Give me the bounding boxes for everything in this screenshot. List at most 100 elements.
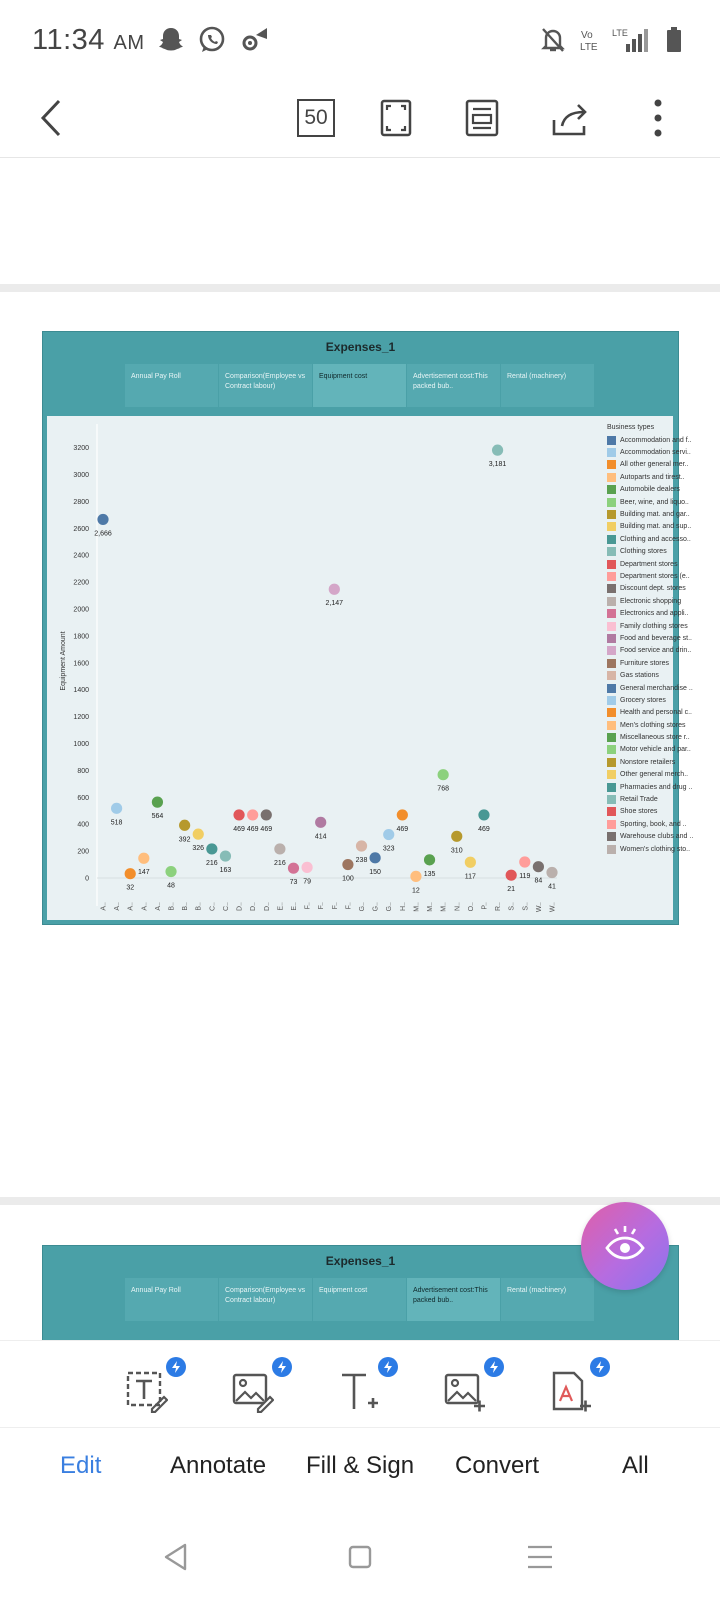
legend-item: General merchandise .. — [607, 682, 693, 694]
data-point — [165, 865, 177, 878]
data-label: 326 — [192, 845, 204, 852]
reader-mode-button[interactable] — [454, 90, 510, 146]
tab-all[interactable]: All — [622, 1452, 649, 1479]
ai-assistant-button[interactable] — [581, 1202, 669, 1290]
legend-item: Retail Trade — [607, 793, 693, 805]
dashboard-tab-comparison[interactable]: Comparison(Employee vs Contract labour) — [219, 364, 313, 407]
dashboard-tab-comparison[interactable]: Comparison(Employee vs Contract labour) — [219, 1278, 313, 1321]
y-tick-label: 0 — [85, 876, 89, 883]
edit-text-tool[interactable] — [124, 1357, 186, 1415]
more-button[interactable] — [630, 90, 686, 146]
y-tick-label: 800 — [77, 768, 89, 775]
legend-label: Beer, wine, and liquo.. — [620, 498, 689, 506]
y-axis-title: Equipment Amount — [60, 631, 67, 690]
dashboard-tab-rental[interactable]: Rental (machinery) — [501, 1278, 595, 1321]
y-tick-label: 1400 — [73, 687, 89, 694]
dashboard-page: Expenses_1 Annual Pay Roll Comparison(Em… — [42, 331, 693, 925]
legend-swatch — [607, 795, 616, 805]
svg-text:Vo: Vo — [581, 30, 593, 41]
data-point — [97, 513, 109, 526]
data-point — [396, 809, 408, 821]
x-tick-label: W.. — [550, 902, 557, 912]
data-label: 135 — [424, 871, 436, 878]
dashboard-tab-rental[interactable]: Rental (machinery) — [501, 364, 595, 407]
legend-label: Miscellaneous store r.. — [620, 734, 690, 742]
x-tick-label: D.. — [250, 902, 257, 911]
legend-item: Men's clothing stores — [607, 719, 693, 731]
page-badge-button[interactable]: 50 — [288, 90, 344, 146]
legend-item: Food and beverage st.. — [607, 632, 693, 644]
x-tick-label: D.. — [264, 902, 271, 911]
legend-swatch — [607, 757, 616, 767]
legend-label: Department stores — [620, 560, 678, 568]
legend-label: Department stores (e.. — [620, 572, 690, 580]
data-point — [247, 809, 259, 821]
legend-item: Health and personal c.. — [607, 707, 693, 719]
dashboard-tab-equipment-cost[interactable]: Equipment cost — [313, 364, 407, 407]
edit-image-tool[interactable] — [230, 1357, 292, 1415]
legend-swatch — [607, 695, 616, 705]
add-text-tool[interactable] — [336, 1357, 398, 1415]
legend-item: Electronics and appli.. — [607, 607, 693, 619]
dashboard-tab-annual-pay-roll[interactable]: Annual Pay Roll — [125, 364, 219, 407]
chart-legend: Business types Accommodation and f.. Acco… — [607, 424, 693, 855]
data-point — [369, 852, 381, 864]
document-viewer[interactable]: Expenses_1 Annual Pay Roll Comparison(Em… — [0, 159, 720, 1345]
data-label: 147 — [138, 869, 150, 876]
data-point — [151, 796, 164, 808]
fullscreen-button[interactable] — [368, 90, 424, 146]
legend-label: Men's clothing stores — [620, 721, 686, 729]
legend-label: Gas stations — [620, 672, 659, 680]
y-tick-label: 400 — [77, 822, 89, 829]
nav-menu-icon — [528, 1545, 552, 1569]
tab-fill-sign[interactable]: Fill & Sign — [306, 1452, 415, 1479]
x-tick-label: E.. — [277, 902, 284, 911]
data-label: 469 — [478, 826, 490, 833]
data-point — [478, 809, 490, 821]
legend-label: Women's clothing sto.. — [620, 845, 691, 853]
page-separator — [0, 284, 720, 292]
data-point — [505, 869, 517, 881]
legend-label: Retail Trade — [620, 796, 658, 804]
legend-label: Food service and drin.. — [620, 647, 692, 655]
legend-swatch — [607, 448, 616, 458]
tab-convert[interactable]: Convert — [455, 1452, 540, 1479]
nav-back-button[interactable] — [156, 1540, 196, 1574]
x-tick-label: B.. — [196, 902, 203, 911]
legend-swatch — [607, 485, 616, 495]
data-point — [437, 769, 449, 781]
x-tick-label: A.. — [155, 902, 162, 911]
legend-label: Grocery stores — [620, 696, 666, 704]
add-image-tool[interactable] — [442, 1357, 504, 1415]
nav-home-button[interactable] — [340, 1540, 380, 1574]
legend-label: Nonstore retailers — [620, 758, 676, 766]
add-page-tool[interactable] — [548, 1357, 610, 1415]
dashboard-tab-advertisement-cost[interactable]: Advertisement cost:This packed bub.. — [407, 1278, 501, 1321]
more-vertical-icon — [654, 99, 662, 137]
legend-swatch — [607, 683, 616, 693]
data-label: 310 — [451, 847, 463, 854]
nav-menu-button[interactable] — [520, 1540, 560, 1574]
tab-annotate[interactable]: Annotate — [170, 1452, 267, 1479]
dashboard-tab-annual-pay-roll[interactable]: Annual Pay Roll — [125, 1278, 219, 1321]
legend-item: Pharmacies and drug .. — [607, 781, 693, 793]
data-point — [383, 828, 395, 841]
dashboard-tab-equipment-cost[interactable]: Equipment cost — [313, 1278, 407, 1321]
share-button[interactable] — [542, 90, 598, 146]
status-time: 11:34 AM — [32, 24, 144, 57]
data-label: 41 — [548, 883, 556, 890]
data-label: 117 — [465, 873, 476, 880]
back-button[interactable] — [24, 90, 80, 146]
dashboard-page-2: Expenses_1 Annual Pay Roll Comparison(Em… — [42, 1245, 679, 1345]
lte-signal-icon: LTE — [612, 28, 648, 52]
legend-item: All other general mer.. — [607, 459, 693, 471]
legend-item: Autoparts and tirest.. — [607, 471, 693, 483]
tab-edit[interactable]: Edit — [60, 1452, 102, 1479]
mute-icon — [541, 28, 565, 52]
notification-icons — [158, 26, 270, 54]
data-label: 48 — [167, 883, 175, 890]
legend-item: Accommodation and f.. — [607, 434, 693, 446]
data-point — [532, 861, 544, 873]
dashboard-tab-advertisement-cost[interactable]: Advertisement cost:This packed bub.. — [407, 364, 501, 407]
legend-item: Family clothing stores — [607, 620, 693, 632]
